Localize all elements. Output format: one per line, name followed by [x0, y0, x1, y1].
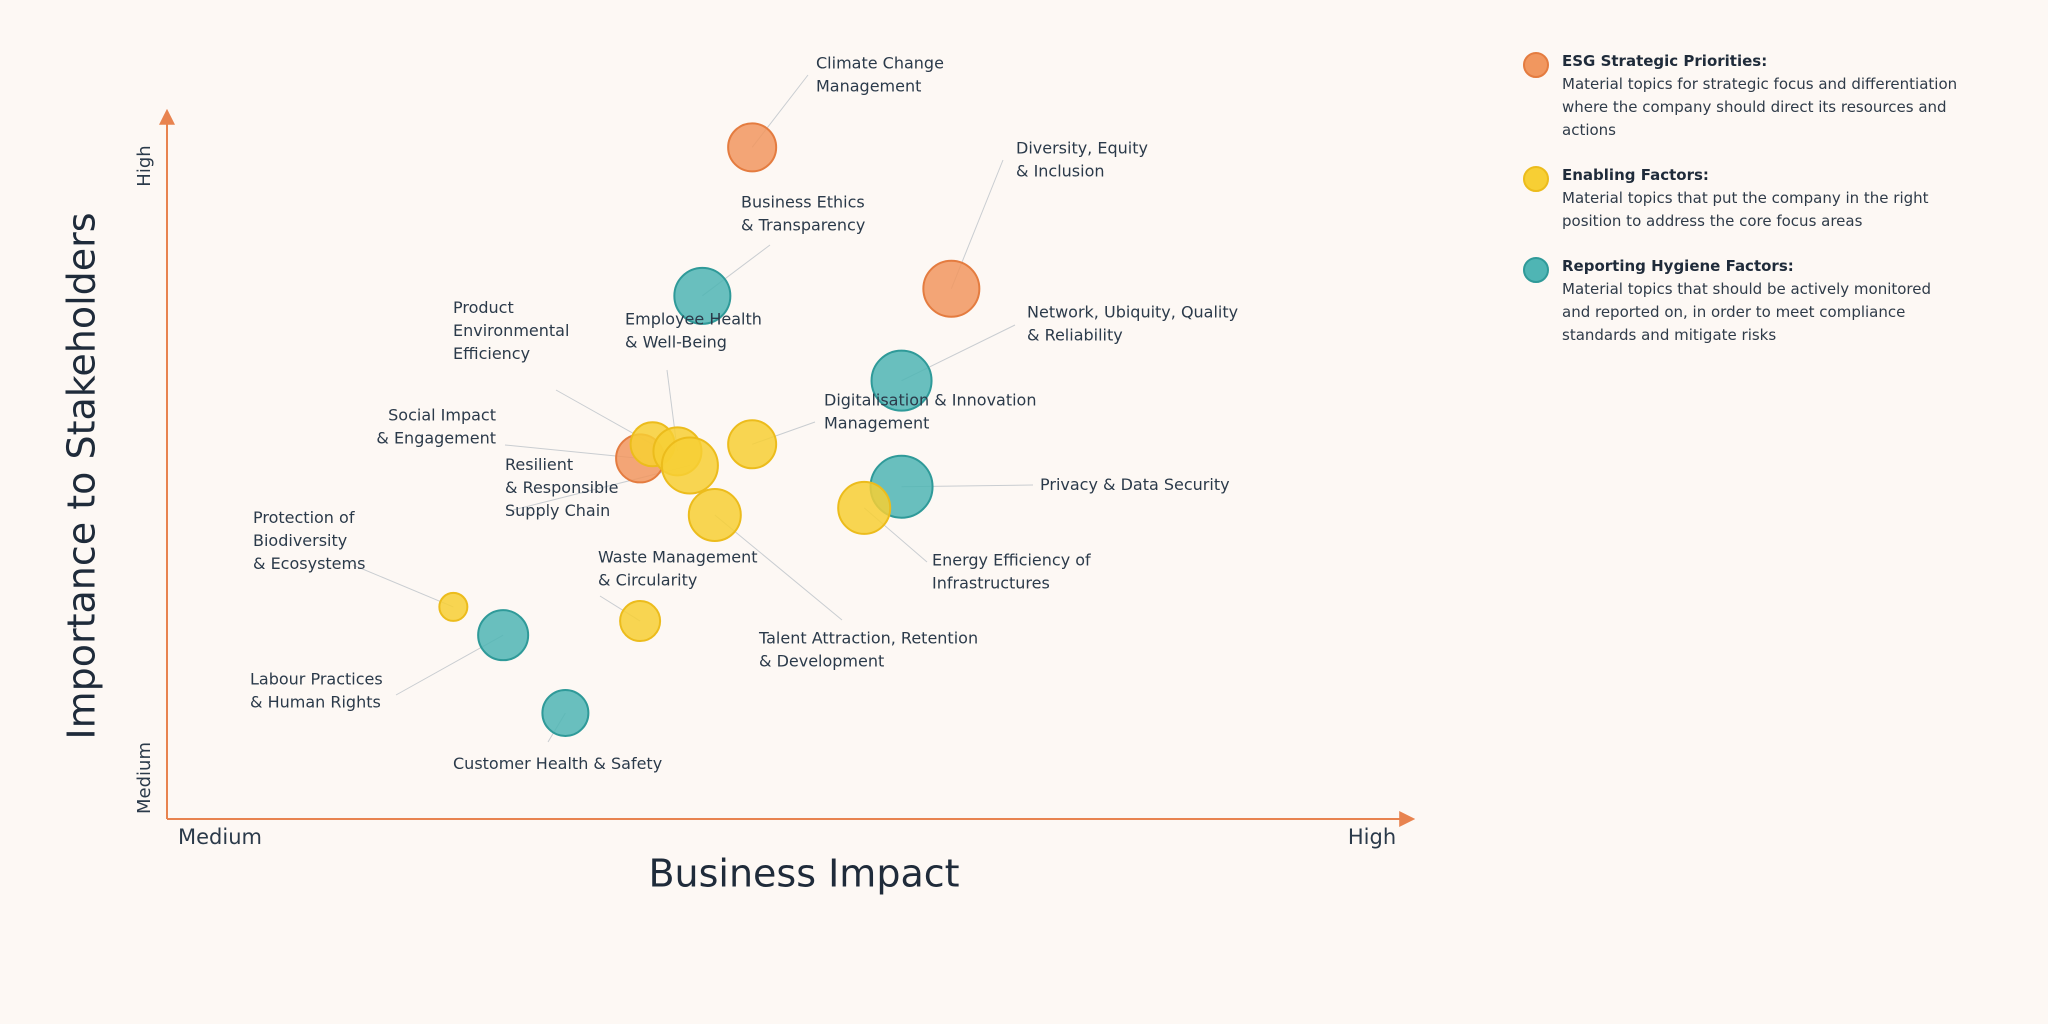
point-label: Employee Health & Well-Being [625, 310, 762, 352]
bubble-point [727, 419, 778, 470]
point-label: Social Impact & Engagement [376, 406, 496, 448]
materiality-matrix-chart: Importance to Stakeholders Business Impa… [60, 54, 1416, 896]
point-label: Privacy & Data Security [1040, 475, 1230, 494]
bubble-point [870, 349, 933, 412]
legend: ESG Strategic Priorities: Material topic… [1520, 50, 1960, 369]
bubble-point [438, 591, 469, 622]
legend-title: ESG Strategic Priorities: [1562, 52, 1768, 70]
point-label: Energy Efficiency of Infrastructures [932, 551, 1091, 593]
y-axis-title: Importance to Stakeholders [60, 212, 104, 739]
point-label: Business Ethics & Transparency [741, 193, 865, 235]
legend-swatch-enabling [1523, 166, 1549, 192]
legend-item-enabling: Enabling Factors: Material topics that p… [1520, 164, 1960, 233]
x-tick-label-high: High [1348, 825, 1396, 849]
bubbles [438, 122, 981, 737]
point-label: Labour Practices & Human Rights [250, 670, 383, 712]
point-label: Protection of Biodiversity & Ecosystems [253, 508, 365, 573]
leader-line [714, 514, 843, 621]
bubble-point [673, 266, 732, 325]
bubble-point [922, 259, 981, 318]
point-label: Network, Ubiquity, Quality & Reliability [1027, 303, 1238, 345]
legend-item-hygiene: Reporting Hygiene Factors: Material topi… [1520, 255, 1960, 347]
x-axis-title: Business Impact [648, 852, 959, 896]
axes [159, 108, 1416, 827]
point-label: Waste Management & Circularity [598, 548, 758, 590]
point-label: Customer Health & Safety [453, 754, 662, 773]
legend-item-esg: ESG Strategic Priorities: Material topic… [1520, 50, 1960, 142]
legend-description: Material topics for strategic focus and … [1562, 75, 1958, 139]
bubble-point [660, 436, 719, 495]
point-label: Climate Change Management [816, 54, 944, 96]
y-tick-label-low: Medium [134, 742, 155, 814]
point-label: Talent Attraction, Retention & Developmen… [758, 629, 978, 671]
bubble-point [477, 609, 530, 662]
legend-swatch-esg [1523, 52, 1549, 78]
leader-line [352, 564, 454, 608]
bubble-point [619, 600, 662, 643]
bubble-point [687, 487, 742, 542]
y-tick-label-high: High [134, 145, 155, 186]
legend-title: Enabling Factors: [1562, 166, 1709, 184]
bubble-point [837, 480, 892, 535]
point-label: Diversity, Equity & Inclusion [1016, 139, 1148, 181]
legend-swatch-hygiene [1523, 257, 1549, 283]
point-labels: Climate Change Management Diversity, Equit… [250, 54, 1238, 774]
point-label: Product Environmental Efficiency [453, 298, 569, 363]
legend-description: Material topics that should be actively … [1562, 280, 1932, 344]
bubble-point [727, 122, 778, 173]
legend-title: Reporting Hygiene Factors: [1562, 257, 1794, 275]
legend-description: Material topics that put the company in … [1562, 189, 1929, 230]
point-label: Digitalisation & Innovation Management [824, 391, 1036, 433]
x-tick-label-low: Medium [178, 825, 262, 849]
point-label: Resilient & Responsible Supply Chain [505, 455, 618, 520]
bubble-point [541, 688, 590, 737]
